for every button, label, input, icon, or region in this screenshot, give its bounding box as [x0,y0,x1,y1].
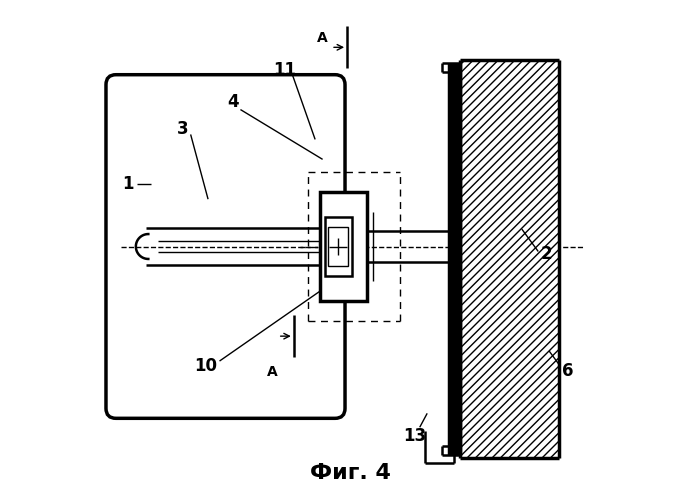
Bar [320,192,368,301]
Bar [328,227,347,266]
Text: Фиг. 4: Фиг. 4 [309,463,391,483]
Text: 11: 11 [273,61,296,79]
Text: 6: 6 [562,362,574,380]
Text: А: А [267,365,278,379]
Bar [449,65,460,453]
Text: 1: 1 [122,175,134,193]
Text: 3: 3 [177,121,189,138]
Bar [325,217,353,276]
Text: 13: 13 [403,427,426,445]
Bar [460,60,559,458]
Text: 4: 4 [228,93,239,111]
Bar [460,60,559,458]
Text: 10: 10 [194,357,217,375]
Text: А: А [316,31,328,45]
FancyBboxPatch shape [106,75,345,418]
Text: 2: 2 [541,245,552,263]
